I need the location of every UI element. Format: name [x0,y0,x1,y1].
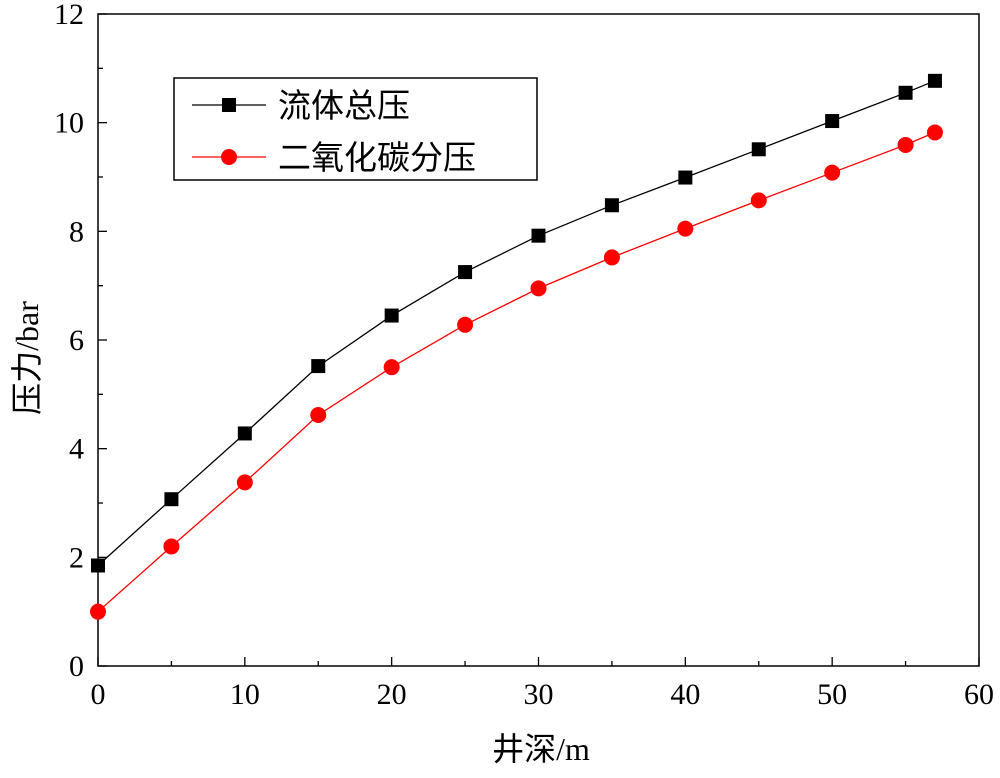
data-point [311,359,326,374]
x-tick-label: 40 [670,678,700,711]
data-point [530,280,547,297]
x-tick-label: 50 [817,678,847,711]
data-point [384,308,399,323]
data-point [603,249,620,266]
legend-marker [222,98,236,112]
x-axis-title: 井深/m [492,731,590,767]
legend-label: 流体总压 [278,88,410,125]
y-tick-label: 8 [69,215,84,248]
series-layer [90,73,943,620]
series-1 [91,73,942,573]
data-point [897,136,914,153]
data-point [677,220,694,237]
data-point [531,228,546,243]
x-tick-label: 0 [91,678,106,711]
data-point [90,603,106,620]
legend-item: 二氧化碳分压 [192,140,476,177]
data-point [383,359,400,376]
data-point [236,474,253,491]
legend-item: 流体总压 [192,88,410,125]
data-point [458,265,473,280]
data-point [898,85,913,100]
legend-label: 二氧化碳分压 [278,140,476,177]
data-point [310,406,327,423]
legend-marker [221,149,237,165]
legend-box [173,77,538,181]
data-point [604,198,619,213]
data-point [750,192,767,209]
data-point [163,538,180,555]
data-point [825,114,840,129]
y-tick-label: 0 [69,650,84,683]
series-2 [90,124,943,620]
x-tick-label: 10 [230,678,260,711]
data-point [457,316,474,333]
y-tick-label: 6 [69,324,84,357]
data-point [678,170,693,185]
x-tick-label: 30 [524,678,554,711]
x-tick-label: 60 [964,678,994,711]
data-point [824,164,841,181]
data-point [164,492,179,507]
data-point [926,124,943,141]
data-point [237,426,252,441]
data-point [751,142,766,157]
y-tick-label: 4 [69,433,84,466]
data-point [927,73,942,88]
data-point [91,558,105,573]
y-tick-label: 12 [54,0,84,31]
y-tick-label: 10 [54,107,84,140]
axes: 0 10 20 30 40 50 60 0 2 4 6 8 10 12 [54,0,994,711]
y-tick-label: 2 [69,541,84,574]
x-tick-label: 20 [377,678,407,711]
y-axis-title: 压力/bar [9,301,45,415]
series-line [97,131,936,613]
